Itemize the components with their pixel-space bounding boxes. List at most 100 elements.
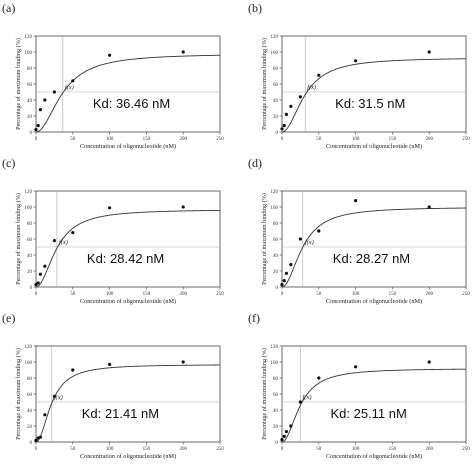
fit-curve xyxy=(35,364,221,443)
data-point xyxy=(181,205,185,209)
x-tick-label: 150 xyxy=(389,447,397,452)
x-tick-label: 0 xyxy=(35,292,38,297)
kd-annotation: Kd: 28.27 nM xyxy=(333,251,410,266)
curve-label: f(x) xyxy=(59,239,68,246)
x-tick-label: 50 xyxy=(70,137,76,142)
data-point xyxy=(427,50,431,54)
curve-label: f(x) xyxy=(302,394,311,401)
data-point xyxy=(427,205,431,209)
x-tick-label: 0 xyxy=(35,137,38,142)
y-axis-label: Percentage of maximum binding (%) xyxy=(261,348,268,440)
y-axis-label: Percentage of maximum binding (%) xyxy=(15,38,22,130)
y-axis-label: Percentage of maximum binding (%) xyxy=(261,38,268,130)
kd-annotation: Kd: 21.41 nM xyxy=(82,406,159,421)
data-point xyxy=(108,206,112,210)
y-tick-label: 20 xyxy=(273,115,279,120)
curve-label: f(x) xyxy=(54,394,63,401)
data-point xyxy=(52,239,57,243)
x-tick-label: 150 xyxy=(389,137,397,142)
data-point xyxy=(38,272,43,276)
data-point xyxy=(298,95,302,99)
x-tick-label: 200 xyxy=(425,137,433,142)
fit-curve xyxy=(281,58,467,133)
chart-panel-2: (b) 0 50 100 150 200 250 0 20 40 60 80 100 120 Concent… xyxy=(248,1,470,150)
x-tick-label: 0 xyxy=(281,447,284,452)
data-point xyxy=(52,394,57,398)
data-point xyxy=(71,231,75,235)
x-tick-label: 100 xyxy=(352,292,360,297)
fit-curve xyxy=(35,54,221,133)
x-tick-label: 250 xyxy=(216,447,224,452)
panel-label: (b) xyxy=(248,1,262,15)
x-tick-label: 50 xyxy=(70,292,76,297)
y-tick-label: 40 xyxy=(273,409,279,414)
x-tick-label: 50 xyxy=(70,447,76,452)
x-tick-label: 150 xyxy=(143,292,151,297)
x-tick-label: 250 xyxy=(216,292,224,297)
y-tick-label: 0 xyxy=(30,131,33,136)
y-tick-label: 60 xyxy=(273,393,279,398)
x-tick-label: 50 xyxy=(316,292,322,297)
y-tick-label: 120 xyxy=(25,190,33,195)
x-axis-label: Concentration of oligonucleotide (nM) xyxy=(326,298,422,305)
x-tick-label: 250 xyxy=(462,137,470,142)
y-tick-label: 40 xyxy=(273,254,279,259)
panel-label: (f) xyxy=(248,311,260,325)
y-tick-label: 20 xyxy=(27,270,33,275)
kd-annotation: Kd: 25.11 nM xyxy=(330,406,406,421)
kd-annotation: Kd: 28.42 nM xyxy=(87,251,164,266)
x-axis-label: Concentration of oligonucleotide (nM) xyxy=(326,143,422,150)
fit-curve xyxy=(281,368,466,443)
x-tick-label: 0 xyxy=(35,447,38,452)
kd-annotation: Kd: 31.5 nM xyxy=(335,96,405,111)
x-tick-label: 150 xyxy=(389,292,397,297)
y-tick-label: 20 xyxy=(273,270,279,275)
data-point xyxy=(43,413,47,417)
y-tick-label: 60 xyxy=(27,393,33,398)
y-tick-label: 120 xyxy=(271,35,279,40)
y-tick-label: 120 xyxy=(271,345,279,350)
data-point xyxy=(36,124,40,128)
data-point xyxy=(52,90,57,94)
chart-panel-4: (d) 0 50 100 150 200 250 0 20 40 60 80 100 120 Concent… xyxy=(248,156,470,305)
y-tick-label: 80 xyxy=(273,67,279,72)
chart-panel-6: (f) 0 50 100 150 200 250 0 20 40 60 80 100 120 Concent… xyxy=(248,311,470,460)
panel-label: (c) xyxy=(2,156,15,170)
chart-panel-5: (e) 0 50 100 150 200 250 0 20 40 60 80 100 120 Concent… xyxy=(2,311,224,460)
y-axis-label: Percentage of maximum binding (%) xyxy=(261,193,268,285)
x-tick-label: 250 xyxy=(462,292,470,297)
data-point xyxy=(71,79,75,83)
x-axis-label: Concentration of oligonucleotide (nM) xyxy=(80,453,176,460)
x-tick-label: 150 xyxy=(143,137,151,142)
y-tick-label: 40 xyxy=(27,254,33,259)
data-point xyxy=(43,98,47,102)
chart-panel-1: (a) 0 50 100 150 200 250 0 20 40 60 80 100 120 Concent… xyxy=(2,1,224,150)
data-point xyxy=(289,424,293,428)
curve-label: f(x) xyxy=(65,84,74,91)
x-tick-label: 150 xyxy=(143,447,151,452)
data-point xyxy=(354,199,358,203)
y-tick-label: 100 xyxy=(25,206,33,211)
y-tick-label: 120 xyxy=(25,35,33,40)
data-point xyxy=(280,438,284,442)
y-tick-label: 80 xyxy=(27,222,33,227)
y-tick-label: 120 xyxy=(25,345,33,350)
y-tick-label: 100 xyxy=(271,51,279,56)
y-tick-label: 20 xyxy=(27,425,33,430)
data-point xyxy=(317,73,321,77)
y-tick-label: 60 xyxy=(273,83,279,88)
data-point xyxy=(282,434,286,438)
y-tick-label: 100 xyxy=(271,361,279,366)
y-tick-label: 0 xyxy=(276,286,279,291)
x-tick-label: 100 xyxy=(352,137,360,142)
panel-label: (e) xyxy=(2,311,15,325)
data-point xyxy=(36,281,40,285)
curve-label: f(x) xyxy=(305,239,314,246)
x-tick-label: 250 xyxy=(216,137,224,142)
data-point xyxy=(298,237,302,241)
y-tick-label: 0 xyxy=(276,441,279,446)
x-tick-label: 100 xyxy=(106,137,114,142)
y-tick-label: 80 xyxy=(273,377,279,382)
data-point xyxy=(108,53,112,57)
